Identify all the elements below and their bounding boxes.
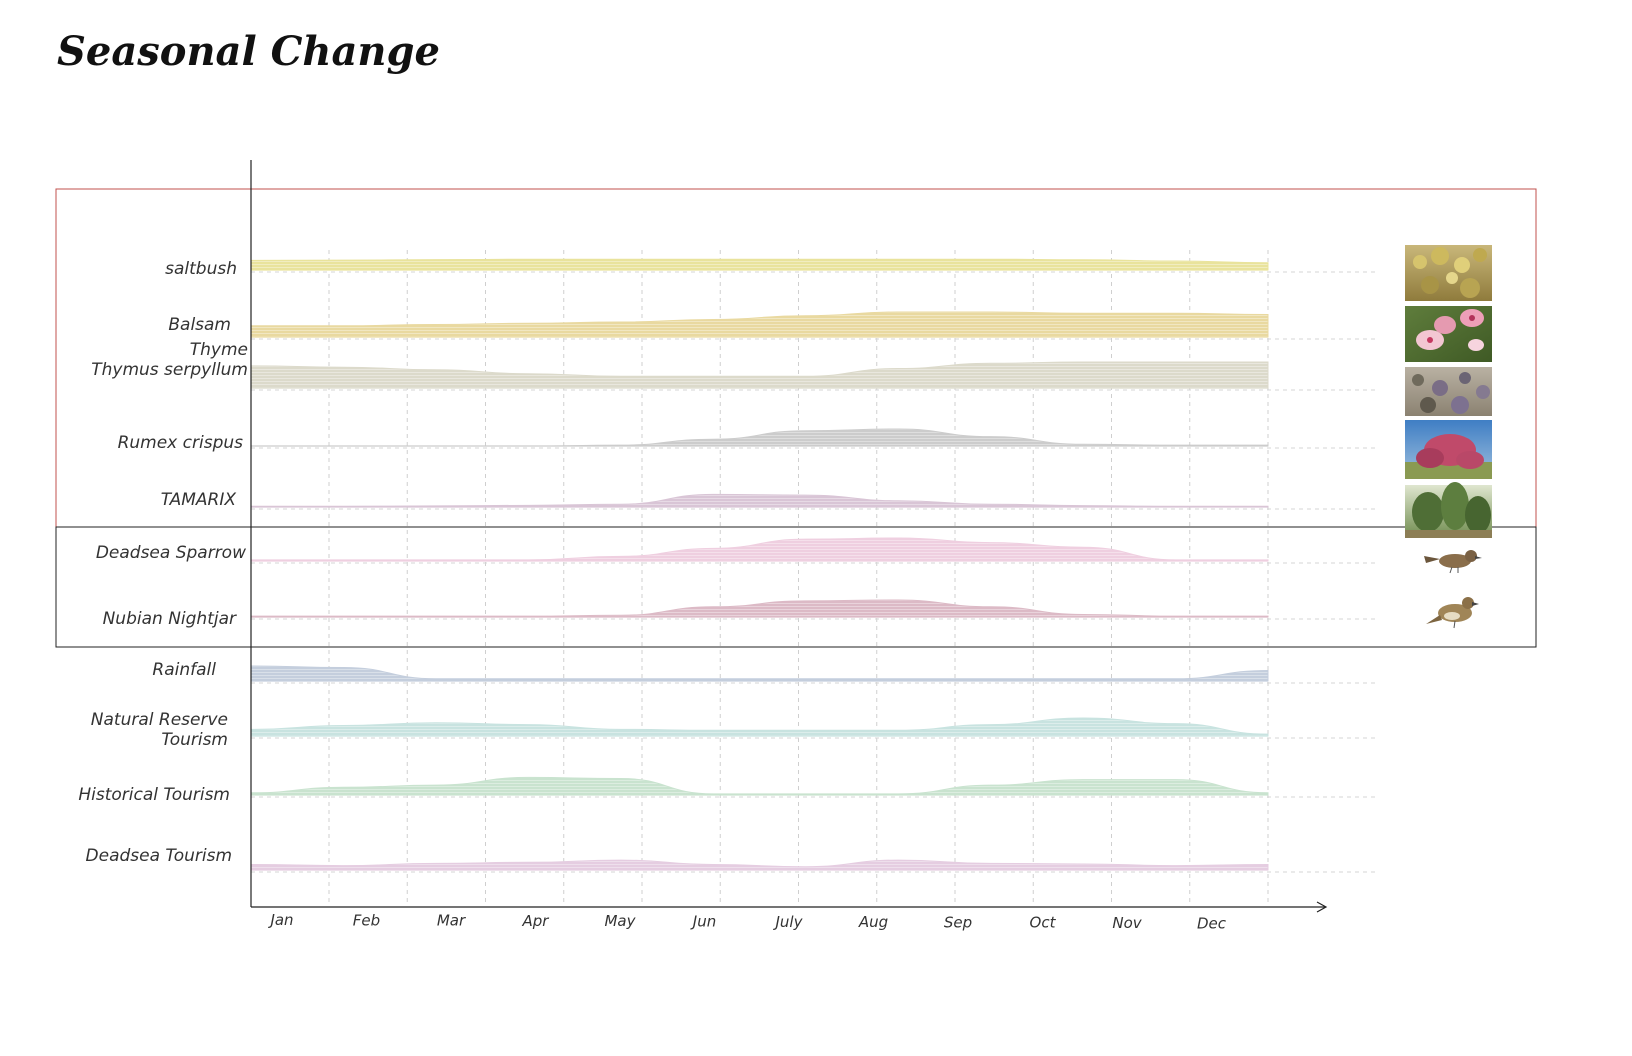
month-tick-label: Jun: [690, 913, 716, 931]
area-tamarix: [250, 493, 1269, 508]
row-label-nubian-nightjar: Nubian Nightjar: [103, 609, 237, 629]
row-label-rainfall: Rainfall: [152, 660, 216, 680]
row-label-line: Deadsea Tourism: [86, 846, 232, 866]
thyme-photo: [1405, 367, 1492, 416]
area-rumex-crispus: [250, 428, 1269, 447]
month-tick-label: Feb: [353, 911, 380, 929]
row-label-line: Tourism: [161, 730, 228, 750]
month-tick-label: Aug: [858, 913, 888, 931]
row-label-line: Rainfall: [152, 660, 216, 680]
axes: [250, 160, 1328, 913]
row-label-line: saltbush: [165, 259, 237, 279]
month-tick-label: May: [604, 912, 636, 930]
month-tick-label: Dec: [1197, 914, 1227, 932]
area-deadsea-sparrow: [250, 537, 1269, 562]
row-label-line: Historical Tourism: [78, 785, 230, 805]
row-label-line: Thymus serpyllum: [91, 360, 248, 380]
x-axis-arrow-icon: [1316, 901, 1328, 913]
row-label-line: Rumex crispus: [118, 433, 244, 453]
row-label-line: Natural Reserve: [91, 710, 228, 730]
grid-lines: [251, 250, 1375, 905]
tamarix-photo: [1405, 482, 1492, 538]
row-label-thyme-thymus-serpyllum: Thyme Thymus serpyllum: [91, 340, 248, 380]
row-label-line: Deadsea Sparrow: [96, 543, 246, 563]
area-deadsea-tourism: [250, 859, 1269, 871]
area-thyme-thymus-serpyllum: [250, 361, 1269, 389]
row-label-saltbush: saltbush: [165, 259, 237, 279]
page-title: Seasonal Change: [57, 28, 440, 75]
row-label-line: Thyme: [190, 340, 248, 360]
row-label-line: Nubian Nightjar: [103, 609, 237, 629]
month-tick-label: Mar: [437, 912, 466, 930]
row-label-natural-reserve-tourism: Natural Reserve Tourism: [91, 710, 228, 750]
month-tick-label: July: [773, 913, 804, 931]
row-label-line: Balsam: [168, 315, 231, 335]
area-rainfall: [250, 665, 1269, 682]
area-nubian-nightjar: [250, 599, 1269, 618]
area-balsam: [250, 311, 1269, 338]
row-labels: saltbush Balsam Thyme Thymus serpyllum Rumex…: [78, 259, 248, 866]
month-tick-labels: Jan Feb Mar Apr May Jun July Aug Sep Oct Nov Dec: [267, 911, 1226, 932]
month-tick-label: Jan: [267, 911, 293, 929]
series-areas: [250, 258, 1269, 871]
sparrow-illustration: [1424, 550, 1482, 574]
row-label-deadsea-sparrow: Deadsea Sparrow: [96, 543, 246, 563]
row-label-rumex-crispus: Rumex crispus: [118, 433, 244, 453]
frame-birds: [55, 526, 1537, 648]
month-tick-label: Oct: [1030, 914, 1057, 932]
frame-plants: [55, 188, 1537, 528]
nightjar-illustration: [1426, 597, 1479, 629]
month-tick-label: Sep: [944, 913, 972, 931]
area-natural-reserve-tourism: [250, 717, 1269, 737]
saltbush-photo: [1405, 245, 1492, 301]
month-tick-label: Nov: [1112, 914, 1142, 932]
area-historical-tourism: [250, 776, 1269, 796]
row-label-balsam: Balsam: [168, 315, 231, 335]
area-saltbush: [250, 258, 1269, 271]
month-tick-label: Apr: [522, 912, 550, 930]
row-label-historical-tourism: Historical Tourism: [78, 785, 230, 805]
balsam-photo: [1405, 306, 1492, 362]
row-label-line: TAMARIX: [161, 490, 237, 510]
rumex-photo: [1405, 420, 1492, 479]
row-label-deadsea-tourism: Deadsea Tourism: [86, 846, 232, 866]
group-frames: [55, 188, 1537, 648]
row-label-tamarix: TAMARIX: [161, 490, 237, 510]
